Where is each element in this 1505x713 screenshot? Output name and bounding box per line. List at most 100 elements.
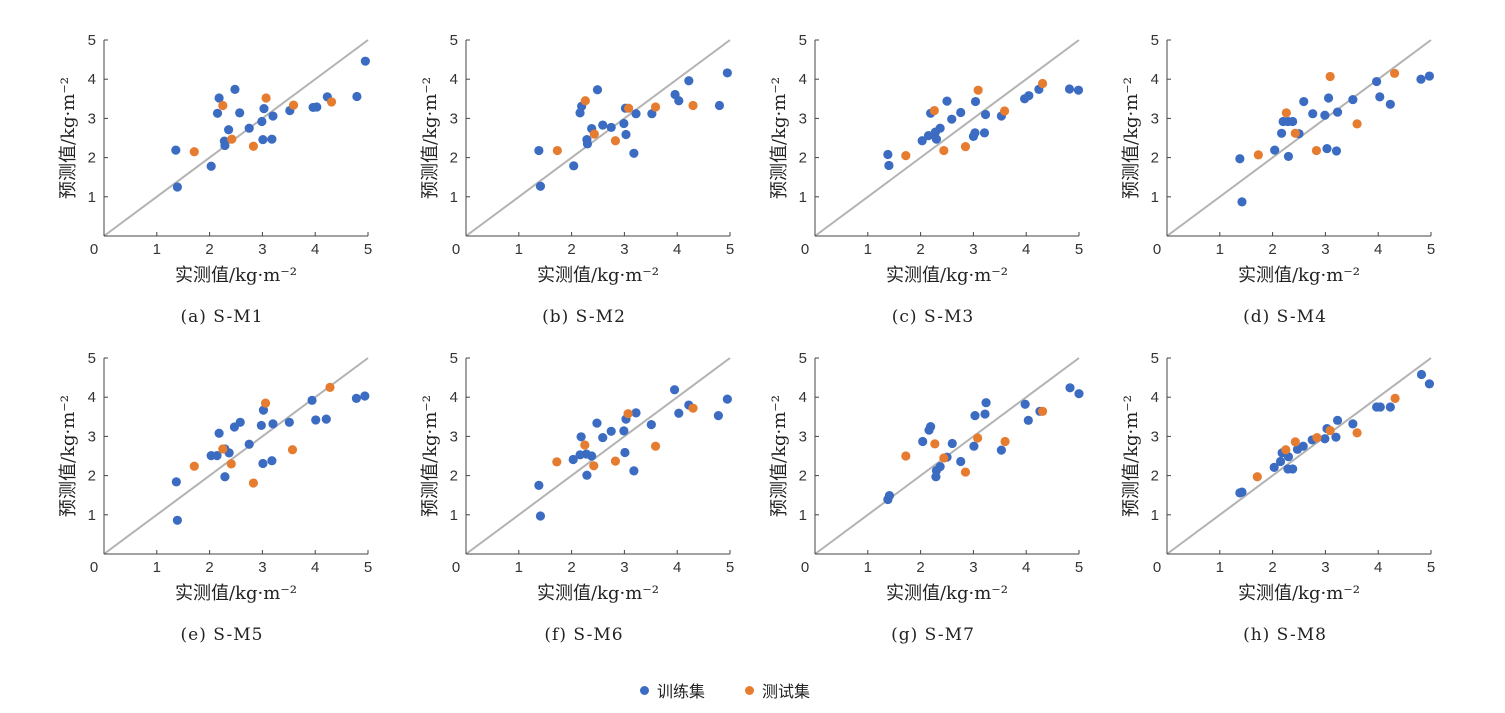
train-point: [619, 426, 629, 436]
test-point: [1311, 145, 1322, 156]
test-point: [227, 134, 237, 144]
train-point: [1023, 415, 1033, 425]
train-point: [235, 417, 245, 427]
train-point: [713, 411, 723, 421]
train-point: [956, 456, 966, 467]
test-point: [1000, 436, 1010, 447]
train-point: [1424, 379, 1435, 389]
train-point: [1237, 197, 1247, 207]
y-tick-label: 3: [1151, 110, 1159, 127]
test-point: [901, 451, 911, 461]
train-point: [535, 181, 546, 191]
test-point: [189, 461, 199, 471]
train-point: [534, 480, 544, 490]
train-point: [224, 125, 234, 135]
y-tick-label: 5: [1151, 350, 1159, 367]
y-tick-label: 1: [799, 189, 807, 206]
train-point: [1276, 128, 1287, 138]
x-tick-label: 2: [567, 559, 575, 576]
panel-caption: (e) S-M5: [181, 625, 264, 645]
x-tick-label: 4: [673, 559, 681, 576]
x-tick-label: 1: [864, 559, 872, 576]
test-point: [325, 382, 335, 392]
y-tick-label: 5: [799, 32, 807, 49]
y-tick-label: 1: [799, 507, 807, 524]
y-tick-label: 4: [799, 389, 807, 406]
test-point: [930, 439, 940, 449]
x-tick-label: 5: [726, 559, 734, 576]
train-point: [587, 451, 597, 461]
train-point: [1024, 91, 1034, 101]
train-point: [212, 108, 223, 118]
x-tick-label: 0: [1153, 241, 1161, 258]
scatter-panel: 0 1 2 3 4 5 1 2 3 4 5 实测值/kg·m⁻² 预测值/kg·m⁻² (g) S-M7: [769, 350, 1084, 645]
train-point: [923, 131, 934, 141]
test-point: [973, 433, 983, 443]
train-point: [360, 391, 370, 401]
train-point: [592, 418, 602, 428]
train-point: [214, 428, 224, 438]
test-point: [1037, 78, 1048, 89]
train-point: [926, 422, 936, 432]
y-tick-label: 5: [1151, 32, 1159, 49]
test-point: [226, 459, 236, 469]
y-tick-label: 5: [450, 32, 458, 49]
legend: 训练集 测试集: [640, 678, 810, 702]
panel-caption: (d) S-M4: [1243, 307, 1327, 327]
train-point: [619, 118, 629, 129]
x-axis-label: 实测值/kg·m⁻²: [886, 583, 1008, 604]
train-point: [307, 395, 317, 405]
test-point: [552, 457, 562, 467]
train-point: [351, 393, 361, 403]
train-marker-icon: [640, 685, 649, 695]
legend-label-train: 训练集: [657, 682, 706, 701]
x-axis-label: 实测值/kg·m⁻²: [886, 265, 1008, 286]
train-point: [311, 415, 321, 425]
reference-line: [465, 39, 731, 237]
train-point: [669, 385, 680, 395]
test-point: [999, 106, 1010, 116]
train-point: [220, 472, 230, 482]
train-point: [582, 139, 593, 149]
test-point: [287, 445, 298, 455]
x-tick-label: 0: [1153, 559, 1161, 576]
x-tick-label: 1: [515, 559, 523, 576]
train-point: [1375, 402, 1385, 412]
train-point: [1320, 434, 1330, 444]
y-axis-label: 预测值/kg·m⁻²: [420, 395, 441, 517]
x-tick-label: 4: [311, 241, 319, 258]
train-point: [575, 108, 585, 118]
test-point: [960, 467, 971, 477]
train-point: [582, 470, 592, 480]
train-point: [970, 96, 981, 107]
train-point: [1020, 399, 1030, 409]
train-point: [980, 109, 991, 120]
train-point: [970, 411, 980, 421]
x-tick-label: 4: [1022, 241, 1030, 258]
panel-caption: (g) S-M7: [891, 625, 975, 645]
train-point: [1385, 99, 1395, 109]
test-point: [1389, 68, 1400, 78]
x-tick-label: 3: [969, 559, 977, 576]
train-point: [244, 123, 254, 133]
train-point: [1308, 109, 1318, 119]
train-point: [884, 160, 894, 171]
legend-label-test: 测试集: [762, 682, 811, 701]
y-tick-label: 4: [1151, 71, 1159, 88]
x-tick-label: 5: [1075, 241, 1083, 258]
y-axis-label: 预测值/kg·m⁻²: [58, 395, 79, 517]
train-point: [684, 76, 694, 86]
train-point: [631, 109, 641, 119]
test-point: [610, 136, 621, 146]
x-tick-label: 2: [567, 241, 575, 258]
test-point: [1290, 128, 1300, 138]
y-tick-label: 1: [450, 507, 458, 524]
train-point: [360, 56, 370, 66]
scatter-panel: 0 1 2 3 4 5 1 2 3 4 5 实测值/kg·m⁻² 预测值/kg·m⁻² (f) S-M6: [420, 350, 734, 645]
train-point: [1298, 441, 1308, 451]
x-tick-label: 3: [969, 241, 977, 258]
scatter-panel: 0 1 2 3 4 5 1 2 3 4 5 实测值/kg·m⁻² 预测值/kg·m⁻² (c) S-M3: [769, 32, 1083, 327]
reference-line: [465, 357, 731, 555]
x-tick-label: 4: [311, 559, 319, 576]
train-point: [171, 145, 181, 155]
